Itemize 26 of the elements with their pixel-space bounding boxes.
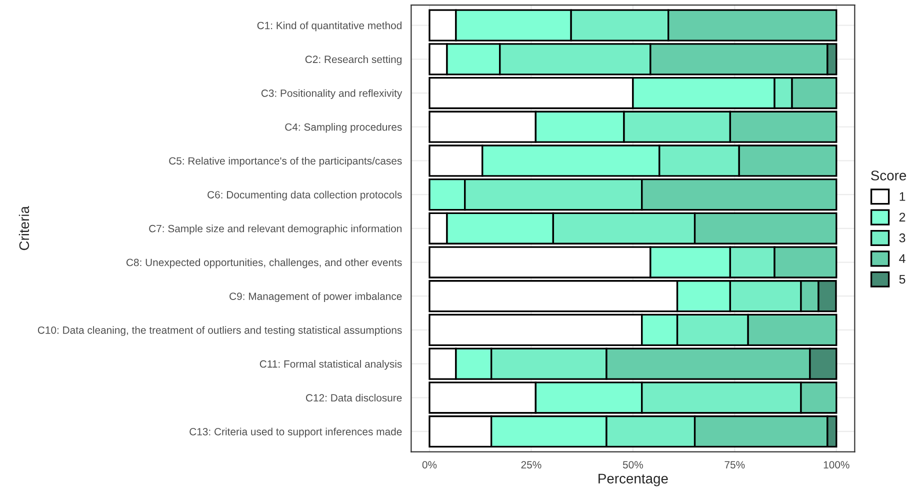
x-axis-title: Percentage (598, 474, 668, 486)
y-tick-label: C10: Data cleaning, the treatment of outliers and testing statistical assumptions (38, 326, 402, 336)
y-tick-label: C13: Criteria used to support inferences made (190, 428, 402, 438)
y-tick-label: C12: Data disclosure (306, 394, 402, 402)
y-tick-label: C1: Kind of quantitative method (257, 22, 402, 32)
legend-label: 2 (899, 212, 906, 222)
y-tick-label: C9: Management of power imbalance (230, 292, 402, 302)
y-tick-label: C4: Sampling procedures (285, 123, 402, 133)
legend-label: 3 (899, 233, 906, 242)
y-tick-label: C2: Research setting (305, 55, 402, 66)
x-tick-label: 100% (824, 461, 850, 468)
legend-title: Score (871, 170, 906, 180)
legend-label: 5 (899, 274, 906, 284)
legend-label: 4 (899, 254, 906, 263)
x-tick-label: 25% (521, 461, 542, 468)
y-tick-label: C3: Positionality and reflexivity (261, 89, 402, 99)
y-tick-label: C11: Formal statistical analysis (260, 360, 402, 370)
legend-label: 1 (900, 192, 906, 201)
y-tick-label: C5: Relative importance's of the participants/cases (169, 156, 402, 167)
x-tick-label: 50% (622, 461, 643, 468)
x-tick-label: 75% (724, 461, 745, 468)
y-tick-label: C6: Documenting data collection protocols (208, 190, 402, 200)
y-axis-title: Criteria (18, 206, 30, 250)
y-tick-label: C7: Sample size and relevant demographic information (149, 224, 402, 234)
y-tick-label: C8: Unexpected opportunities, challenges, and other events (126, 258, 402, 268)
x-tick-label: 0% (422, 461, 437, 468)
